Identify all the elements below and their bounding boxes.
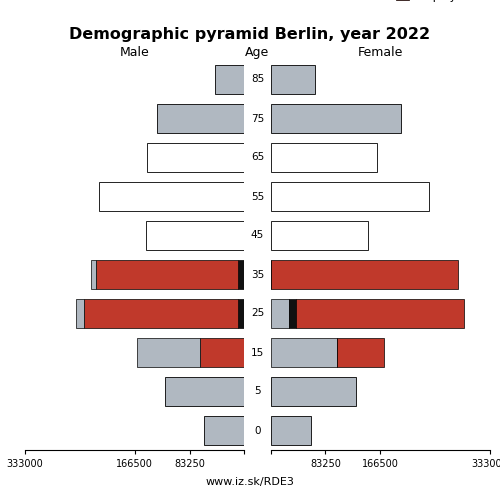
Bar xyxy=(158,104,244,132)
Text: 55: 55 xyxy=(251,192,264,202)
Text: 25: 25 xyxy=(251,308,264,318)
Text: www.iz.sk/RDE3: www.iz.sk/RDE3 xyxy=(206,478,294,488)
Bar xyxy=(270,338,336,366)
Bar xyxy=(146,222,244,250)
Bar xyxy=(96,260,238,288)
Bar xyxy=(270,378,356,406)
Bar xyxy=(200,338,244,366)
Text: 75: 75 xyxy=(251,114,264,124)
Bar xyxy=(270,416,312,444)
Bar xyxy=(296,300,464,328)
Bar xyxy=(91,260,96,288)
Title: Female: Female xyxy=(358,46,403,59)
Bar xyxy=(166,378,244,406)
Bar xyxy=(238,300,244,328)
Title: Age: Age xyxy=(246,46,270,59)
Bar xyxy=(238,260,244,288)
Text: 35: 35 xyxy=(251,270,264,280)
Bar xyxy=(270,104,401,132)
Bar xyxy=(76,300,84,328)
Bar xyxy=(216,66,244,94)
Bar xyxy=(147,144,244,172)
Bar xyxy=(270,222,368,250)
Bar xyxy=(336,338,384,366)
Text: 85: 85 xyxy=(251,74,264,85)
Text: Demographic pyramid Berlin, year 2022: Demographic pyramid Berlin, year 2022 xyxy=(70,28,430,42)
Bar xyxy=(270,300,289,328)
Bar xyxy=(270,182,428,210)
Legend: inactive, unemployed, employed: inactive, unemployed, employed xyxy=(392,0,489,6)
Bar xyxy=(270,66,316,94)
Bar xyxy=(270,260,458,288)
Text: 65: 65 xyxy=(251,152,264,162)
Text: 5: 5 xyxy=(254,386,261,396)
Text: 45: 45 xyxy=(251,230,264,240)
Bar xyxy=(289,300,296,328)
Bar xyxy=(84,300,238,328)
Bar xyxy=(100,182,244,210)
Bar xyxy=(137,338,200,366)
Bar xyxy=(270,144,378,172)
Text: 15: 15 xyxy=(251,348,264,358)
Bar xyxy=(204,416,244,444)
Text: 0: 0 xyxy=(254,426,261,436)
Title: Male: Male xyxy=(120,46,150,59)
